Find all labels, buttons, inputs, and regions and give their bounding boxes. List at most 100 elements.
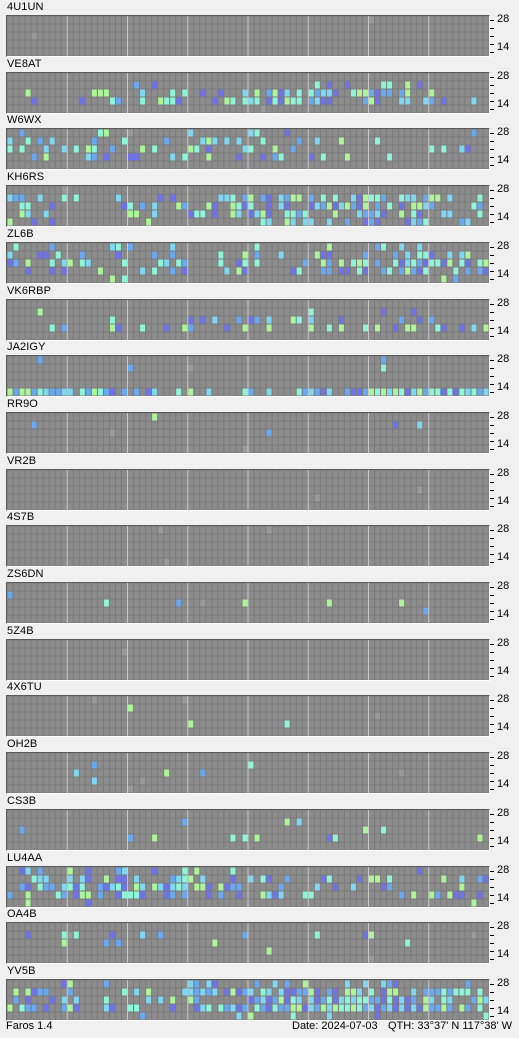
- signal-cell: [362, 591, 369, 599]
- signal-cell: [441, 202, 447, 210]
- signal-cell: [182, 89, 188, 97]
- signal-cell: [459, 129, 465, 137]
- signal-cell: [146, 437, 152, 445]
- signal-cell: [417, 413, 423, 421]
- signal-cell: [31, 380, 37, 388]
- signal-cell: [471, 656, 477, 664]
- signal-cell: [350, 16, 356, 24]
- signal-cell: [477, 656, 483, 664]
- band-tick: [490, 505, 494, 507]
- signal-cell: [248, 615, 254, 623]
- signal-cell: [31, 542, 37, 550]
- signal-cell: [447, 194, 453, 202]
- signal-cell: [67, 664, 73, 672]
- signal-cell: [242, 308, 248, 315]
- signal-cell: [375, 308, 381, 315]
- signal-cell: [188, 648, 194, 656]
- signal-cell: [188, 24, 194, 32]
- signal-cell: [206, 32, 212, 40]
- signal-cell: [224, 591, 230, 599]
- signal-cell: [194, 73, 200, 81]
- signal-cell: [7, 534, 13, 542]
- signal-cell: [350, 218, 356, 226]
- signal-cell: [477, 356, 483, 364]
- signal-cell: [405, 105, 411, 113]
- signal-cell: [152, 470, 158, 478]
- signal-cell: [79, 259, 85, 267]
- signal-cell: [218, 324, 224, 331]
- signal-cell: [224, 81, 230, 89]
- signal-cell: [290, 534, 296, 542]
- signal-cell: [236, 73, 242, 81]
- signal-cell: [31, 145, 37, 153]
- signal-cell: [188, 388, 194, 396]
- signal-cell: [435, 251, 441, 259]
- signal-cell: [128, 194, 134, 202]
- signal-cell: [146, 210, 152, 218]
- signal-cell: [109, 202, 115, 210]
- signal-cell: [369, 380, 375, 388]
- signal-cell: [121, 81, 128, 89]
- signal-cell: [91, 478, 97, 486]
- signal-cell: [375, 316, 381, 323]
- signal-cell: [393, 105, 399, 113]
- signal-cell: [200, 607, 206, 615]
- signal-cell: [308, 494, 314, 502]
- signal-cell: [152, 356, 158, 364]
- band-label-high: 28: [497, 296, 510, 309]
- signal-cell: [459, 356, 465, 364]
- signal-cell: [483, 251, 489, 259]
- signal-cell: [176, 615, 182, 623]
- signal-cell: [435, 81, 441, 89]
- signal-cell: [423, 161, 429, 169]
- signal-cell: [356, 356, 362, 364]
- signal-cell: [206, 16, 212, 24]
- signal-cell: [423, 494, 429, 502]
- signal-cell: [230, 534, 236, 542]
- signal-cell: [459, 308, 465, 315]
- signal-cell: [218, 356, 224, 364]
- signal-cell: [278, 81, 284, 89]
- signal-cell: [61, 32, 67, 40]
- signal-cell: [338, 664, 344, 672]
- signal-cell: [278, 16, 284, 24]
- signal-cell: [314, 526, 320, 534]
- signal-cell: [423, 558, 429, 566]
- signal-cell: [67, 161, 73, 169]
- signal-cell: [67, 316, 73, 323]
- signal-cell: [91, 73, 97, 81]
- signal-cell: [453, 186, 459, 194]
- signal-cell: [55, 251, 61, 259]
- signal-cell: [7, 105, 13, 113]
- signal-cell: [344, 40, 350, 48]
- signal-cell: [61, 599, 67, 607]
- signal-cell: [471, 81, 477, 89]
- signal-cell: [140, 105, 146, 113]
- signal-cell: [260, 259, 266, 267]
- signal-cell: [399, 251, 405, 259]
- signal-cell: [146, 32, 152, 40]
- signal-cell: [248, 210, 254, 218]
- signal-cell: [176, 186, 182, 194]
- signal-cell: [230, 210, 236, 218]
- signal-cell: [338, 591, 344, 599]
- signal-cell: [236, 202, 242, 210]
- signal-cell: [158, 24, 164, 32]
- signal-cell: [477, 380, 483, 388]
- signal-cell: [260, 105, 266, 113]
- signal-cell: [200, 640, 206, 648]
- signal-cell: [441, 153, 447, 161]
- signal-cell: [140, 324, 146, 331]
- signal-cell: [423, 478, 429, 486]
- signal-cell: [103, 259, 109, 267]
- signal-cell: [49, 615, 55, 623]
- signal-cell: [417, 153, 423, 161]
- signal-cell: [230, 542, 236, 550]
- signal-cell: [115, 145, 121, 153]
- signal-cell: [37, 259, 43, 267]
- signal-cell: [429, 550, 435, 558]
- signal-cell: [399, 202, 405, 210]
- signal-cell: [441, 664, 447, 672]
- signal-cell: [338, 267, 344, 275]
- signal-cell: [302, 202, 308, 210]
